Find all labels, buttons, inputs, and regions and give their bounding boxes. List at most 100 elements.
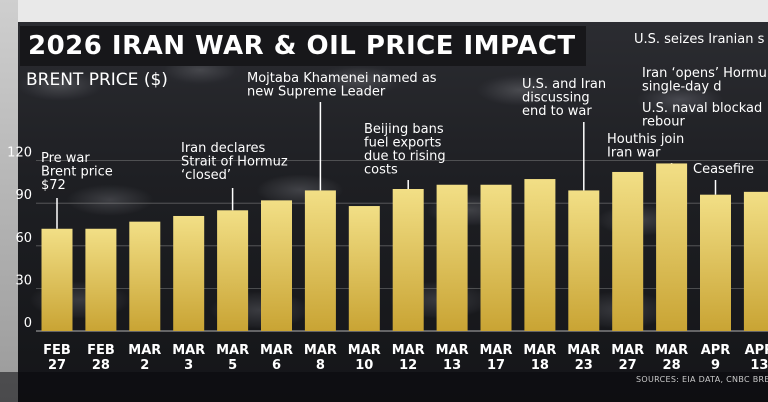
x-tick-label: MAR bbox=[567, 343, 600, 358]
annotation-line: Ceasefire bbox=[693, 162, 754, 177]
bar bbox=[217, 210, 249, 331]
annotation-line: Strait of Hormuz bbox=[181, 155, 288, 170]
x-tick-label: 10 bbox=[355, 358, 373, 373]
annotation-line: ‘closed’ bbox=[181, 168, 231, 183]
bar bbox=[743, 191, 768, 331]
x-tick-label: 18 bbox=[531, 358, 549, 373]
annotation-line: discussing bbox=[522, 91, 590, 106]
x-tick-label: 23 bbox=[575, 358, 593, 373]
annotation-line: costs bbox=[364, 163, 398, 178]
x-tick-label: 28 bbox=[92, 358, 110, 373]
x-tick-label: 12 bbox=[399, 358, 417, 373]
bar bbox=[524, 179, 556, 331]
annotation-line: fuel exports bbox=[364, 136, 442, 151]
x-tick-label: 13 bbox=[750, 358, 768, 373]
chart-title-box: 2026 IRAN WAR & OIL PRICE IMPACT bbox=[20, 26, 586, 66]
bar bbox=[436, 184, 468, 331]
annotation-line: single-day d bbox=[642, 80, 721, 95]
annotation-text: Houthis join Iran war bbox=[607, 132, 684, 161]
x-tick-label: MAR bbox=[172, 343, 205, 358]
x-tick-label: MAR bbox=[304, 343, 337, 358]
annotation-line: U.S. naval blockad bbox=[642, 101, 762, 116]
x-tick-label: FEB bbox=[87, 343, 115, 358]
bar bbox=[568, 190, 600, 331]
x-tick-label: 13 bbox=[443, 358, 461, 373]
annotation-line: end to war bbox=[522, 104, 592, 119]
annotation-line: Iran declares bbox=[181, 141, 266, 156]
annotation-line: Iran ‘opens’ Hormu bbox=[642, 66, 767, 81]
x-tick-label: 17 bbox=[487, 358, 505, 373]
annotation-line: due to rising bbox=[364, 149, 446, 164]
y-axis-label: BRENT PRICE ($) bbox=[26, 70, 168, 90]
y-tick-label: 0 bbox=[24, 316, 32, 331]
annotation-text: U.S. naval blockad rebour bbox=[642, 101, 762, 130]
y-axis-ticks: 0 30 60 90 120 bbox=[7, 146, 32, 331]
x-tick-label: 8 bbox=[316, 358, 325, 373]
annotation-line: Pre war bbox=[41, 151, 90, 166]
annotation-line: U.S. and Iran bbox=[522, 77, 606, 92]
x-tick-label: 6 bbox=[272, 358, 281, 373]
window-frame-left bbox=[0, 0, 18, 402]
window-frame-top bbox=[0, 0, 768, 22]
x-tick-label: 27 bbox=[48, 358, 66, 373]
x-tick-label: FEB bbox=[43, 343, 71, 358]
chart-title: 2026 IRAN WAR & OIL PRICE IMPACT bbox=[28, 31, 576, 61]
x-tick-label: MAR bbox=[479, 343, 512, 358]
bar bbox=[173, 215, 205, 331]
x-axis-labels: FEB27FEB28MAR2MAR3MAR5MAR6MAR8MAR10MAR12… bbox=[43, 343, 768, 373]
bar bbox=[261, 200, 292, 331]
annotations: Pre war Brent price $72 Iran declares Strait… bbox=[41, 66, 767, 193]
annotation-line: Mojtaba Khamenei named as bbox=[247, 71, 437, 86]
annotation-text: U.S. and Iran discussing end to war bbox=[522, 77, 606, 119]
x-tick-label: MAR bbox=[392, 343, 425, 358]
annotation-text: Mojtaba Khamenei named as new Supreme Lea… bbox=[247, 71, 437, 100]
bar bbox=[612, 171, 644, 331]
y-tick-label: 60 bbox=[15, 231, 32, 246]
y-tick-label: 30 bbox=[15, 273, 32, 288]
x-tick-label: MAR bbox=[655, 343, 688, 358]
annotation-line: rebour bbox=[642, 115, 686, 130]
annotation-text: Ceasefire bbox=[693, 162, 754, 177]
y-tick-label: 120 bbox=[7, 146, 32, 161]
bar bbox=[129, 221, 161, 331]
bars bbox=[41, 163, 768, 331]
x-tick-label: APR bbox=[745, 343, 768, 358]
x-tick-label: MAR bbox=[523, 343, 556, 358]
x-tick-label: 2 bbox=[140, 358, 149, 373]
bottom-strip bbox=[0, 372, 768, 402]
annotation-line: Brent price bbox=[41, 165, 113, 180]
annotation-line: Iran war bbox=[607, 146, 661, 161]
annotation-line: Beijing bans bbox=[364, 122, 444, 137]
bar bbox=[700, 194, 731, 331]
annotation-leaders bbox=[56, 102, 717, 229]
x-tick-label: 3 bbox=[184, 358, 193, 373]
bar bbox=[656, 163, 688, 331]
x-tick-label: 5 bbox=[228, 358, 237, 373]
x-tick-label: APR bbox=[701, 343, 731, 358]
x-tick-label: MAR bbox=[216, 343, 249, 358]
annotation-line: Houthis join bbox=[607, 132, 684, 147]
x-tick-label: MAR bbox=[260, 343, 293, 358]
annotation-text: Iran ‘opens’ Hormu single-day d bbox=[642, 66, 767, 95]
annotation-line: new Supreme Leader bbox=[247, 85, 386, 100]
x-tick-label: 9 bbox=[711, 358, 720, 373]
headline-ticker: U.S. seizes Iranian s bbox=[634, 32, 765, 47]
annotation-text: Iran declares Strait of Hormuz ‘closed’ bbox=[181, 141, 288, 183]
y-tick-label: 90 bbox=[15, 188, 32, 203]
x-tick-label: MAR bbox=[611, 343, 644, 358]
bar bbox=[480, 184, 512, 331]
bar bbox=[392, 189, 424, 331]
bar bbox=[85, 228, 117, 331]
x-tick-label: 27 bbox=[619, 358, 637, 373]
x-tick-label: MAR bbox=[436, 343, 469, 358]
bar bbox=[304, 190, 336, 331]
annotation-text: Beijing bans fuel exports due to rising cos… bbox=[364, 122, 446, 178]
x-tick-label: 28 bbox=[663, 358, 681, 373]
bar bbox=[41, 228, 73, 331]
source-credit: SOURCES: EIA DATA, CNBC BREN bbox=[636, 375, 768, 384]
annotation-line: $72 bbox=[41, 178, 66, 193]
x-tick-label: MAR bbox=[128, 343, 161, 358]
bar bbox=[348, 206, 380, 331]
x-tick-label: MAR bbox=[348, 343, 381, 358]
